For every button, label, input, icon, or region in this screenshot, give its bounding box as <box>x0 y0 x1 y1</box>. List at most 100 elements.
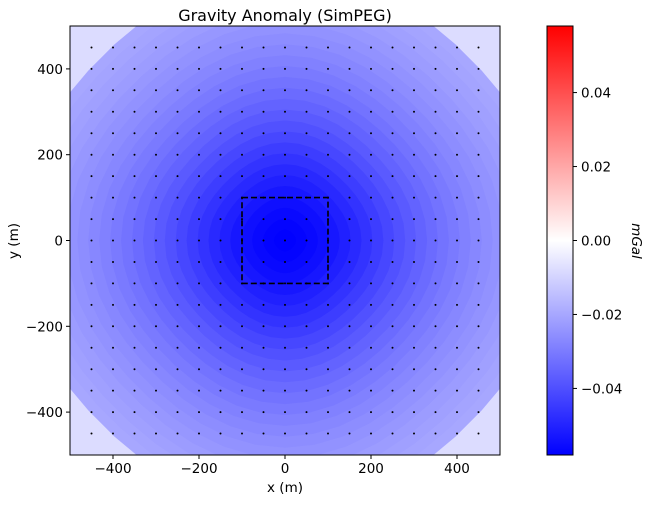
receiver-point <box>241 432 243 435</box>
receiver-point <box>133 67 136 70</box>
receiver-point <box>456 282 458 285</box>
receiver-point <box>391 175 394 178</box>
receiver-point <box>477 261 480 263</box>
receiver-point <box>370 389 372 392</box>
receiver-point <box>284 282 286 285</box>
receiver-point <box>198 368 200 371</box>
receiver-point <box>176 432 179 435</box>
receiver-point <box>413 368 415 371</box>
receiver-point <box>327 432 329 435</box>
receiver-point <box>284 325 286 328</box>
receiver-point <box>456 175 458 178</box>
receiver-point <box>155 239 157 242</box>
y-axis: −400 −200 0 200 400 <box>26 62 70 421</box>
receiver-point <box>90 261 93 263</box>
receiver-point <box>176 218 179 221</box>
receiver-point <box>477 153 480 156</box>
receiver-point <box>348 303 351 306</box>
receiver-point <box>176 89 179 92</box>
receiver-point <box>348 110 351 113</box>
receiver-point <box>219 389 222 392</box>
receiver-point <box>133 153 136 156</box>
receiver-point <box>284 132 286 135</box>
receiver-point <box>112 153 114 156</box>
receiver-point <box>112 261 114 263</box>
receiver-point <box>305 67 308 70</box>
receiver-point <box>434 46 437 49</box>
receiver-point <box>112 132 114 135</box>
receiver-point <box>155 368 157 371</box>
x-tick-label: 400 <box>444 461 470 477</box>
receiver-point <box>305 175 308 178</box>
receiver-point <box>391 89 394 92</box>
receiver-point <box>305 153 308 156</box>
receiver-point <box>391 110 394 113</box>
y-tick-label: −200 <box>26 319 63 335</box>
receiver-point <box>327 153 329 156</box>
receiver-point <box>198 346 200 349</box>
receiver-point <box>413 239 415 242</box>
receiver-point <box>305 46 308 49</box>
receiver-point <box>456 239 458 242</box>
receiver-point <box>477 303 480 306</box>
receiver-point <box>133 132 136 135</box>
receiver-point <box>90 89 93 92</box>
receiver-point <box>327 411 329 414</box>
receiver-point <box>176 389 179 392</box>
receiver-point <box>155 175 157 178</box>
receiver-point <box>434 89 437 92</box>
receiver-point <box>241 303 243 306</box>
receiver-point <box>456 218 458 221</box>
receiver-point <box>112 389 114 392</box>
receiver-point <box>456 368 458 371</box>
colorbar-tick-label: −0.02 <box>581 307 622 323</box>
receiver-point <box>155 218 157 221</box>
receiver-point <box>391 132 394 135</box>
receiver-point <box>391 218 394 221</box>
receiver-point <box>155 432 157 435</box>
receiver-point <box>284 303 286 306</box>
receiver-point <box>305 218 308 221</box>
receiver-point <box>219 282 222 285</box>
receiver-point <box>327 175 329 178</box>
receiver-point <box>155 346 157 349</box>
receiver-point <box>176 411 179 414</box>
receiver-point <box>284 175 286 178</box>
receiver-point <box>305 368 308 371</box>
receiver-point <box>198 432 200 435</box>
receiver-point <box>262 132 265 135</box>
receiver-point <box>90 368 93 371</box>
receiver-point <box>477 218 480 221</box>
receiver-point <box>133 346 136 349</box>
receiver-point <box>133 282 136 285</box>
receiver-point <box>219 46 222 49</box>
receiver-point <box>391 346 394 349</box>
receiver-point <box>155 153 157 156</box>
receiver-point <box>348 411 351 414</box>
receiver-point <box>241 46 243 49</box>
receiver-point <box>241 132 243 135</box>
receiver-point <box>348 196 351 199</box>
receiver-point <box>284 432 286 435</box>
receiver-point <box>90 346 93 349</box>
receiver-point <box>305 110 308 113</box>
receiver-point <box>327 325 329 328</box>
receiver-point <box>176 325 179 328</box>
receiver-point <box>370 325 372 328</box>
receiver-point <box>90 196 93 199</box>
receiver-point <box>413 196 415 199</box>
receiver-point <box>219 89 222 92</box>
receiver-point <box>434 239 437 242</box>
receiver-point <box>112 368 114 371</box>
receiver-point <box>133 196 136 199</box>
receiver-point <box>370 196 372 199</box>
receiver-point <box>133 411 136 414</box>
receiver-point <box>241 153 243 156</box>
receiver-point <box>219 325 222 328</box>
receiver-point <box>348 261 351 263</box>
receiver-point <box>305 346 308 349</box>
receiver-point <box>284 218 286 221</box>
x-tick-label: −400 <box>94 461 131 477</box>
receiver-point <box>413 132 415 135</box>
receiver-point <box>370 346 372 349</box>
